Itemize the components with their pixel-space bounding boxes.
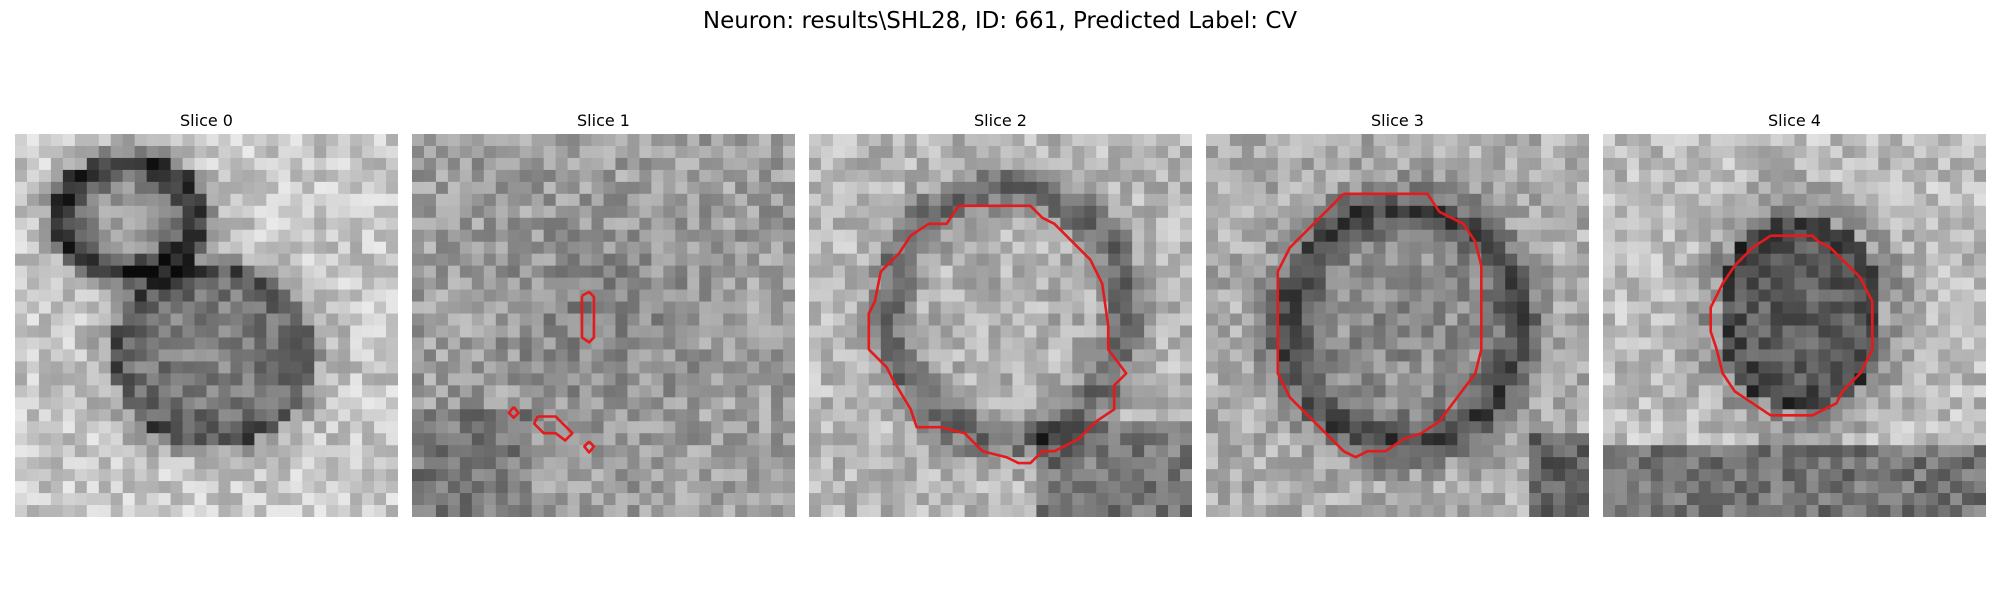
slice-panel-3: Slice 3	[1206, 110, 1589, 517]
slice-image	[1603, 134, 1986, 517]
slice-image	[412, 134, 795, 517]
slice-title: Slice 3	[1371, 111, 1424, 130]
slice-image	[15, 134, 398, 517]
slice-title: Slice 2	[974, 111, 1027, 130]
slice-title: Slice 0	[180, 111, 233, 130]
slice-panel-0: Slice 0	[15, 110, 398, 517]
roi-contour	[1709, 234, 1874, 417]
slice-panel-1: Slice 1	[412, 110, 795, 517]
roi-contour	[532, 415, 574, 442]
slice-panel-4: Slice 4	[1603, 110, 1986, 517]
slice-title: Slice 4	[1768, 111, 1821, 130]
slice-title: Slice 1	[577, 111, 630, 130]
roi-contour	[1276, 192, 1483, 459]
roi-contour	[507, 406, 520, 420]
slice-image	[1206, 134, 1589, 517]
roi-contour	[583, 440, 596, 454]
figure-title: Neuron: results\SHL28, ID: 661, Predicte…	[702, 8, 1298, 34]
roi-contour	[580, 290, 596, 344]
roi-contour	[867, 204, 1128, 465]
slice-panel-2: Slice 2	[809, 110, 1192, 517]
slice-image	[809, 134, 1192, 517]
